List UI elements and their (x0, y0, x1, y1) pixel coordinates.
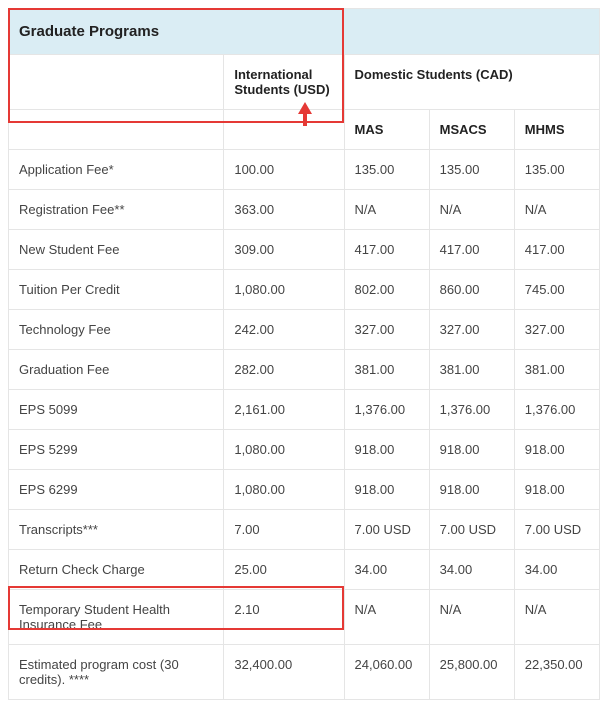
row-mhms: 7.00 USD (514, 510, 599, 550)
row-intl: 2,161.00 (224, 390, 344, 430)
row-label: EPS 5099 (9, 390, 224, 430)
row-intl: 282.00 (224, 350, 344, 390)
table-row: Tuition Per Credit1,080.00802.00860.0074… (9, 270, 600, 310)
table-title: Graduate Programs (9, 9, 600, 55)
table-row: Estimated program cost (30 credits). ***… (9, 645, 600, 700)
table-row: EPS 62991,080.00918.00918.00918.00 (9, 470, 600, 510)
row-intl: 100.00 (224, 150, 344, 190)
row-label: EPS 6299 (9, 470, 224, 510)
row-mas: 918.00 (344, 470, 429, 510)
row-msacs: 860.00 (429, 270, 514, 310)
table-row: EPS 52991,080.00918.00918.00918.00 (9, 430, 600, 470)
table-row: Registration Fee**363.00N/AN/AN/A (9, 190, 600, 230)
row-msacs: 417.00 (429, 230, 514, 270)
table-row: Temporary Student Health Insurance Fee2.… (9, 590, 600, 645)
row-mas: N/A (344, 190, 429, 230)
row-intl: 2.10 (224, 590, 344, 645)
table-row: Transcripts***7.007.00 USD7.00 USD7.00 U… (9, 510, 600, 550)
row-mas: 135.00 (344, 150, 429, 190)
row-intl: 242.00 (224, 310, 344, 350)
row-mhms: 327.00 (514, 310, 599, 350)
row-label: New Student Fee (9, 230, 224, 270)
header-blank-1 (9, 55, 224, 110)
row-intl: 32,400.00 (224, 645, 344, 700)
row-mhms: 918.00 (514, 470, 599, 510)
row-msacs: 381.00 (429, 350, 514, 390)
header-row-2: MAS MSACS MHMS (9, 110, 600, 150)
row-msacs: N/A (429, 590, 514, 645)
row-mas: 381.00 (344, 350, 429, 390)
header-intl: International Students (USD) (224, 55, 344, 110)
row-mhms: 745.00 (514, 270, 599, 310)
row-mhms: N/A (514, 190, 599, 230)
header-blank-3 (224, 110, 344, 150)
row-mas: 802.00 (344, 270, 429, 310)
row-intl: 1,080.00 (224, 470, 344, 510)
row-label: Transcripts*** (9, 510, 224, 550)
row-intl: 7.00 (224, 510, 344, 550)
fee-table-body: Application Fee*100.00135.00135.00135.00… (9, 150, 600, 700)
row-label: Estimated program cost (30 credits). ***… (9, 645, 224, 700)
row-mas: 918.00 (344, 430, 429, 470)
row-intl: 309.00 (224, 230, 344, 270)
header-domestic: Domestic Students (CAD) (344, 55, 599, 110)
row-msacs: 34.00 (429, 550, 514, 590)
header-mhms: MHMS (514, 110, 599, 150)
row-label: EPS 5299 (9, 430, 224, 470)
header-msacs: MSACS (429, 110, 514, 150)
row-mhms: 1,376.00 (514, 390, 599, 430)
row-msacs: 1,376.00 (429, 390, 514, 430)
row-label: Graduation Fee (9, 350, 224, 390)
row-label: Temporary Student Health Insurance Fee (9, 590, 224, 645)
table-row: EPS 50992,161.001,376.001,376.001,376.00 (9, 390, 600, 430)
row-mhms: 918.00 (514, 430, 599, 470)
row-intl: 25.00 (224, 550, 344, 590)
row-mas: 417.00 (344, 230, 429, 270)
row-label: Registration Fee** (9, 190, 224, 230)
row-label: Tuition Per Credit (9, 270, 224, 310)
fee-table: Graduate Programs International Students… (8, 8, 600, 700)
row-msacs: 918.00 (429, 470, 514, 510)
row-label: Technology Fee (9, 310, 224, 350)
row-intl: 1,080.00 (224, 270, 344, 310)
row-intl: 363.00 (224, 190, 344, 230)
row-mas: 327.00 (344, 310, 429, 350)
title-row: Graduate Programs (9, 9, 600, 55)
row-label: Application Fee* (9, 150, 224, 190)
row-msacs: 327.00 (429, 310, 514, 350)
row-mhms: 381.00 (514, 350, 599, 390)
row-msacs: 918.00 (429, 430, 514, 470)
row-mas: 7.00 USD (344, 510, 429, 550)
row-mhms: 135.00 (514, 150, 599, 190)
row-mas: N/A (344, 590, 429, 645)
row-label: Return Check Charge (9, 550, 224, 590)
row-msacs: 7.00 USD (429, 510, 514, 550)
row-mhms: 22,350.00 (514, 645, 599, 700)
row-msacs: N/A (429, 190, 514, 230)
table-row: Return Check Charge25.0034.0034.0034.00 (9, 550, 600, 590)
header-mas: MAS (344, 110, 429, 150)
row-mhms: 417.00 (514, 230, 599, 270)
row-mhms: 34.00 (514, 550, 599, 590)
row-msacs: 135.00 (429, 150, 514, 190)
row-intl: 1,080.00 (224, 430, 344, 470)
header-row-1: International Students (USD) Domestic St… (9, 55, 600, 110)
table-row: Application Fee*100.00135.00135.00135.00 (9, 150, 600, 190)
row-mas: 24,060.00 (344, 645, 429, 700)
table-row: Technology Fee242.00327.00327.00327.00 (9, 310, 600, 350)
row-mas: 34.00 (344, 550, 429, 590)
fee-table-container: Graduate Programs International Students… (8, 8, 600, 700)
row-mas: 1,376.00 (344, 390, 429, 430)
header-blank-2 (9, 110, 224, 150)
table-row: Graduation Fee282.00381.00381.00381.00 (9, 350, 600, 390)
table-row: New Student Fee309.00417.00417.00417.00 (9, 230, 600, 270)
row-msacs: 25,800.00 (429, 645, 514, 700)
row-mhms: N/A (514, 590, 599, 645)
